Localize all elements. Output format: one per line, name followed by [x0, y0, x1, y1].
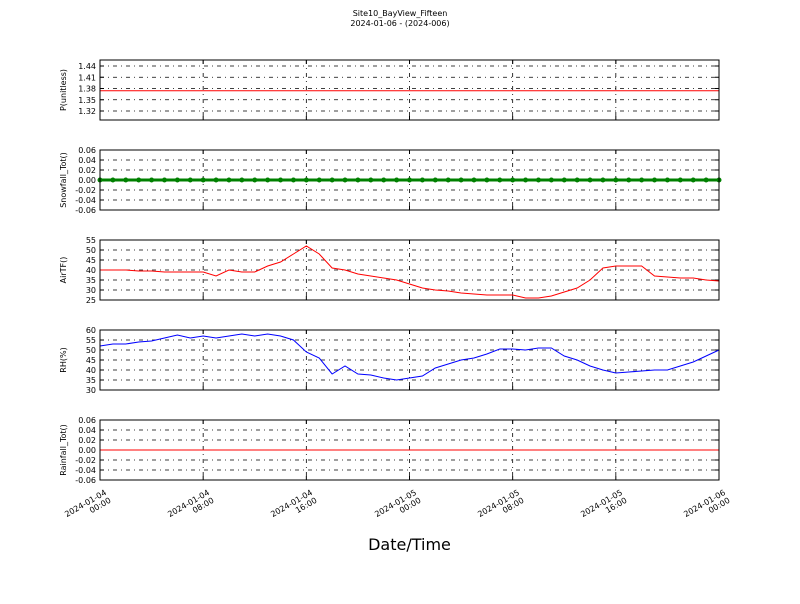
series-marker [187, 177, 193, 183]
series-marker [265, 177, 271, 183]
y-tick-label: 50 [86, 246, 96, 255]
series-marker [110, 177, 116, 183]
y-tick-label: 40 [86, 266, 96, 275]
series-marker [471, 177, 477, 183]
y-tick-label: 0.02 [78, 166, 96, 175]
y-tick-label: 45 [86, 256, 96, 265]
plot-frame [99, 59, 720, 121]
series-marker [239, 177, 245, 183]
series-marker [149, 177, 155, 183]
series-marker [368, 177, 374, 183]
series-marker [407, 177, 412, 183]
y-tick-label: 0.02 [78, 436, 96, 445]
series-marker [613, 177, 619, 183]
y-tick-label: 40 [86, 366, 96, 375]
series-marker [381, 177, 387, 183]
y-tick-label: -0.06 [75, 206, 96, 215]
y-tick-label: 55 [86, 236, 96, 245]
series-marker [574, 177, 580, 183]
y-tick-label: 1.44 [78, 62, 96, 71]
y-tick-label: 25 [86, 296, 96, 305]
y-tick-label: -0.02 [75, 456, 96, 465]
y-tick-label: -0.04 [75, 196, 96, 205]
series-marker [535, 177, 541, 183]
series-marker [290, 177, 296, 183]
series-line [100, 245, 720, 299]
y-axis-label: Snowfall_Tot() [59, 152, 68, 208]
series-marker [161, 177, 167, 183]
y-axis-label: P(unitless) [59, 69, 68, 111]
plot-frame [99, 239, 720, 301]
series-line [99, 333, 720, 381]
series-marker [213, 177, 219, 183]
y-tick-label: 45 [86, 356, 96, 365]
series-marker [342, 177, 348, 183]
y-tick-label: -0.06 [75, 476, 96, 485]
series-marker [252, 177, 258, 183]
y-tick-label: 0.00 [78, 176, 96, 185]
series-marker [355, 177, 361, 183]
series-marker [329, 177, 335, 183]
series-marker [445, 177, 451, 183]
y-tick-label: 0.06 [78, 146, 96, 155]
series-marker [419, 177, 425, 183]
plot-frame [99, 329, 720, 391]
series-marker [677, 177, 683, 183]
y-tick-label: 60 [86, 326, 96, 335]
series-marker [690, 177, 696, 183]
series-marker [432, 177, 438, 183]
series-marker [639, 177, 645, 183]
series-marker [548, 177, 554, 183]
y-tick-label: 1.35 [78, 96, 96, 105]
y-axis-label: AirTF() [59, 257, 68, 284]
series-marker [587, 177, 593, 183]
series-marker [200, 177, 206, 183]
y-tick-label: -0.02 [75, 186, 96, 195]
series-marker [600, 177, 606, 183]
y-tick-label: -0.04 [75, 466, 96, 475]
series-marker [510, 177, 516, 183]
series-marker [458, 177, 464, 183]
y-tick-label: 0.00 [78, 446, 96, 455]
series-marker [703, 177, 709, 183]
y-tick-label: 35 [86, 376, 96, 385]
series-marker [136, 177, 142, 183]
y-tick-label: 0.04 [78, 156, 96, 165]
series-marker [497, 177, 503, 183]
y-tick-label: 35 [86, 276, 96, 285]
y-tick-label: 55 [86, 336, 96, 345]
figure-subtitle: 2024-01-06 - (2024-006) [350, 19, 449, 28]
series-marker [561, 177, 567, 183]
y-tick-label: 30 [86, 286, 96, 295]
series-marker [278, 177, 284, 183]
series-marker [523, 177, 529, 183]
y-tick-label: 30 [86, 386, 96, 395]
x-axis-label: Date/Time [368, 535, 451, 554]
y-tick-label: 1.41 [78, 73, 96, 82]
series-marker [226, 177, 232, 183]
y-tick-label: 50 [86, 346, 96, 355]
series-marker [316, 177, 322, 183]
plot-frame [99, 419, 720, 481]
series-marker [174, 177, 180, 183]
series-marker [303, 177, 309, 183]
series-marker [394, 177, 400, 183]
y-tick-label: 0.06 [78, 416, 96, 425]
plot-frame [99, 149, 720, 211]
series-marker [626, 177, 632, 183]
y-tick-label: 0.04 [78, 426, 96, 435]
y-axis-label: Rainfall_Tot() [59, 424, 68, 476]
series-marker [664, 177, 670, 183]
series-marker [652, 177, 658, 183]
series-marker [123, 177, 129, 183]
figure-title: Site10_BayView_Fifteen [353, 9, 448, 18]
y-axis-label: RH(%) [59, 347, 68, 372]
y-tick-label: 1.38 [78, 85, 96, 94]
series-marker [484, 177, 490, 183]
y-tick-label: 1.32 [78, 107, 96, 116]
